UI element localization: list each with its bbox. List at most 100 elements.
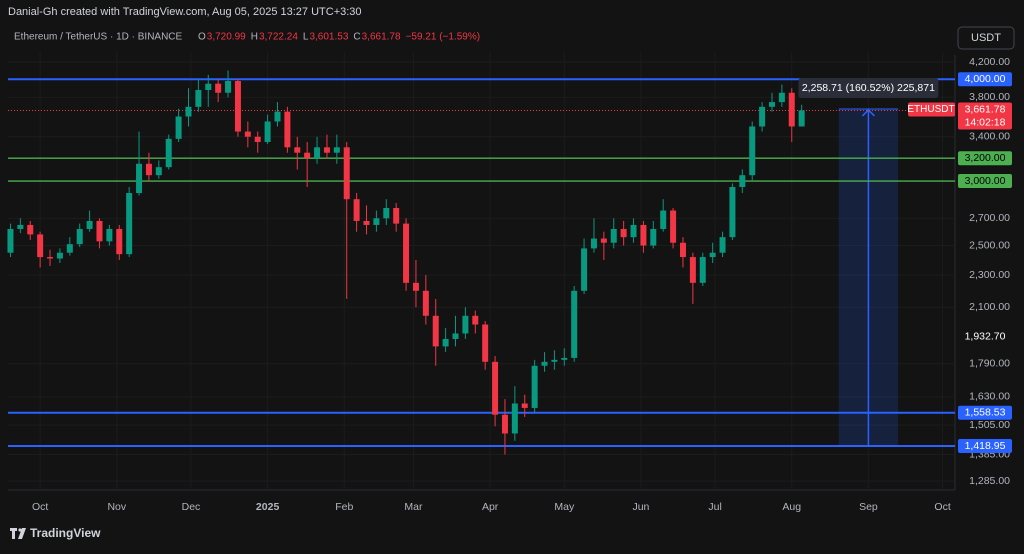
x-tick-label: May [554, 501, 575, 513]
candle-body [600, 238, 607, 243]
level-label: 3,000.00 [965, 175, 1006, 187]
x-tick-label: Dec [182, 501, 201, 513]
candle-body [768, 102, 775, 107]
candle-body [373, 218, 380, 225]
candle-body [165, 138, 172, 168]
candle-body [501, 414, 508, 434]
candle-body [323, 147, 330, 153]
candle-body [739, 175, 746, 187]
level-label-bg [958, 72, 1012, 87]
candle-body [254, 136, 261, 142]
candle-body [136, 163, 143, 194]
x-tick-label: 2025 [256, 501, 280, 513]
x-tick-label: Oct [32, 501, 48, 513]
candle-body [403, 223, 410, 283]
currency-button[interactable] [957, 26, 1015, 50]
candle-body [244, 131, 251, 137]
measure-arrowhead [861, 108, 875, 117]
credit: Danial-Gh created with TradingView.com, … [8, 6, 362, 18]
candle-body [650, 228, 657, 246]
candle-body [215, 83, 222, 93]
level-label: 3,200.00 [965, 152, 1006, 164]
candle-body [511, 403, 518, 434]
logo-part [10, 528, 17, 531]
candle-body [412, 282, 419, 291]
candle-body [778, 92, 785, 103]
x-tick-label: Mar [404, 501, 423, 513]
candle-body [630, 224, 637, 238]
candle-body [393, 207, 400, 224]
candle-body [590, 238, 597, 249]
ohlc-key: L [303, 32, 309, 43]
candle-body [7, 228, 14, 253]
candle-body [442, 338, 449, 347]
candle-body [96, 220, 103, 242]
candle-body [551, 359, 558, 362]
level-label-bg [958, 151, 1012, 166]
candle-body [353, 199, 360, 221]
ohlc-value: 3,720.99 [207, 32, 246, 43]
ohlc-key: H [251, 32, 258, 43]
measure-label-bg [798, 78, 939, 98]
ohlc-value: 3,661.78 [362, 32, 401, 43]
candle-body [798, 110, 805, 127]
candle-body [76, 228, 83, 245]
y-tick-label: 1,505.00 [969, 419, 1010, 431]
candle-body [363, 220, 370, 225]
candle-body [670, 210, 677, 243]
candle-body [541, 361, 548, 366]
candle-body [660, 210, 667, 229]
y-tick-label: 1,790.00 [969, 358, 1010, 370]
level-label-bg [958, 438, 1012, 453]
grid [8, 52, 955, 490]
candle-body [116, 228, 123, 255]
y-tick-label: 3,400.00 [969, 131, 1010, 143]
y-tick-label: 1,630.00 [969, 391, 1010, 403]
level-label-bg [958, 174, 1012, 189]
change: −59.21 (−1.59%) [406, 32, 481, 43]
level-label: 4,000.00 [965, 73, 1006, 85]
ohlc-value: 3,722.24 [259, 32, 298, 43]
candle-body [709, 252, 716, 258]
candle-body [788, 92, 795, 127]
candle-body [304, 152, 311, 159]
x-tick-label: Jun [632, 501, 649, 513]
symbol-label-bg [908, 102, 955, 117]
candle-body [759, 106, 766, 127]
ohlc-legend: O 3,720.99 H 3,722.24 L 3,601.53 C 3,661.78 −59.… [198, 32, 480, 43]
x-tick-label: Oct [934, 501, 950, 513]
last-price-bg [958, 102, 1012, 130]
measure-label-text: 2,258.71 (160.52%) 225,871 [802, 82, 935, 94]
x-tick-label: Nov [107, 501, 126, 513]
y-tick-label: 4,200.00 [969, 56, 1010, 68]
candle-body [205, 83, 212, 91]
currency[interactable]: USDT [971, 32, 1001, 44]
candle-body [155, 167, 162, 176]
candle-body [234, 81, 241, 132]
level-label: 1,558.53 [965, 407, 1006, 419]
x-tick-label: Sep [859, 501, 878, 513]
last-price-label: 3,661.78 [965, 103, 1006, 115]
ohlc-value: 3,601.53 [309, 32, 348, 43]
footer-logo [10, 528, 26, 539]
level-label: 1,418.95 [965, 440, 1006, 452]
candle-body [175, 116, 182, 139]
candle-body [66, 244, 73, 253]
candle-body [482, 324, 489, 362]
candle-body [432, 315, 439, 347]
symbol-label: ETHUSDT [907, 104, 954, 115]
candle-body [719, 237, 726, 253]
candle-body [462, 315, 469, 334]
candle-body [571, 290, 578, 358]
candle-body [620, 228, 627, 238]
symbol: Ethereum / TetherUS · 1D · BINANCE [14, 32, 183, 43]
logo-part [18, 528, 26, 539]
candle-body [225, 81, 232, 93]
x-tick-label: Apr [482, 501, 499, 513]
candle-body [343, 147, 350, 200]
level-label-bg [958, 405, 1012, 420]
y-tick-label: 2,300.00 [969, 269, 1010, 281]
y-tick-label: 2,700.00 [969, 212, 1010, 224]
